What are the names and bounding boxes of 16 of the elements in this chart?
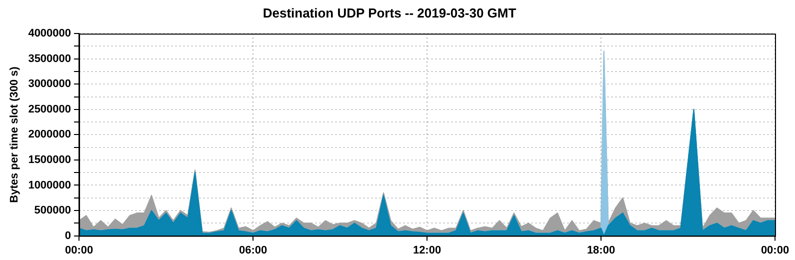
y-tick-label: 3500000 (28, 52, 72, 65)
y-tick-label: 1500000 (28, 154, 72, 166)
x-tick-label: 12:00 (412, 244, 442, 256)
x-tick-label: 00:00 (760, 244, 790, 256)
y-tick-label: 0 (64, 230, 72, 242)
y-axis-title: Bytes per time slot (300 s) (8, 66, 21, 203)
y-tick-label: 4000000 (28, 28, 72, 40)
y-tick-label: 2000000 (28, 128, 72, 141)
y-tick-label: 3000000 (28, 78, 72, 90)
y-tick-label: 2500000 (28, 103, 72, 116)
chart-title: Destination UDP Ports -- 2019-03-30 GMT (262, 5, 516, 20)
x-tick-label: 06:00 (238, 244, 268, 256)
x-tick-label: 00:00 (64, 244, 94, 256)
y-tick-label: 500000 (34, 204, 72, 217)
y-tick-label: 1000000 (28, 179, 72, 192)
x-tick-label: 18:00 (586, 244, 616, 256)
